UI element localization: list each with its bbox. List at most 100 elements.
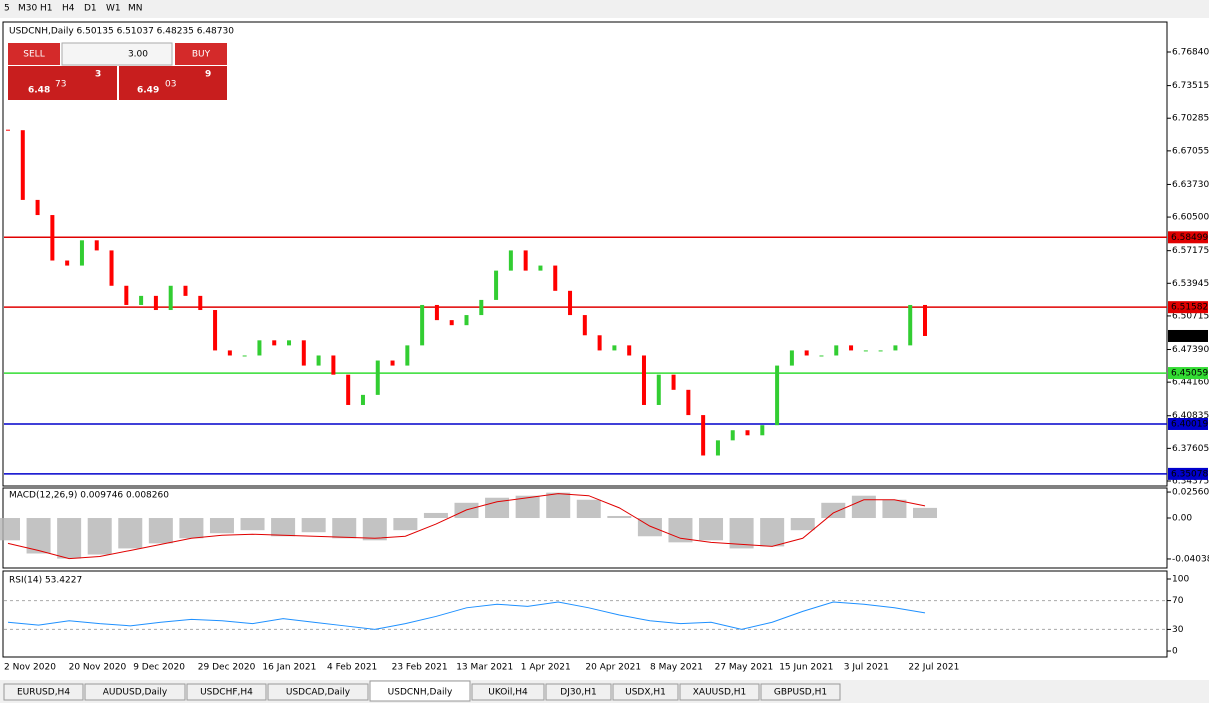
candle [94,240,99,251]
macd-bar [332,518,357,539]
tab[interactable] [369,680,471,702]
y-tick-label: 6.34375 [1172,476,1209,486]
candle [508,250,513,271]
macd-bar [118,518,143,549]
level-label: 6.35078 [1171,469,1208,479]
level-tag [1168,467,1208,480]
tab[interactable] [471,683,545,701]
timeframe-button[interactable]: M30 [18,4,37,14]
y-tick-label: 6.76840 [1172,48,1209,58]
tab-label[interactable]: XAUUSD,H1 [693,688,747,698]
candle [464,315,469,326]
macd-bar [546,492,571,519]
candle [479,299,484,316]
timeframe-button[interactable]: H1 [40,4,53,14]
y-tick-label: 6.44160 [1172,378,1209,388]
tab-label[interactable]: DJ30,H1 [560,688,596,698]
lot-value: 3.00 [128,50,148,60]
timeframe-button[interactable]: D1 [84,4,97,14]
tab-label[interactable]: AUDUSD,Daily [103,688,168,698]
candle [331,355,336,375]
macd-bar [882,499,907,519]
y-tick-label: 70 [1172,596,1184,606]
y-tick-label: 6.63730 [1172,180,1209,190]
macd-bar [790,518,815,531]
macd-bar [393,518,418,531]
macd-bar [699,518,724,541]
buy-price-big: 6.49 [137,86,159,96]
candle [360,394,365,405]
candle [257,340,262,356]
candle [553,265,558,291]
tab[interactable] [545,683,612,701]
macd-bar [515,495,540,519]
rsi-panel [2,570,1168,658]
macd-bar [271,518,296,537]
tab[interactable] [84,683,186,701]
candle [139,295,144,305]
timeframe-button[interactable]: W1 [106,4,121,14]
signal-line [7,493,926,560]
candle [35,199,40,216]
candle [494,270,499,300]
buy-price-box[interactable] [119,66,227,100]
buy-price-main: 03 [165,80,176,90]
macd-bar [760,518,785,547]
candle [923,304,927,336]
timeframe-button[interactable]: H4 [62,4,75,14]
level-tag [1168,367,1208,380]
macd-bar [821,502,846,519]
macd-bar [485,497,510,519]
macd-bar [0,518,20,541]
y-tick-label: 30 [1172,625,1184,635]
tab[interactable] [267,683,369,701]
candle [301,340,306,366]
y-tick-label: -0.040385 [1172,554,1209,564]
y-tick-label: 6.73515 [1172,81,1209,91]
tab[interactable] [3,683,84,701]
candle [730,430,735,441]
macd-bar [607,515,632,519]
level-label: 6.40019 [1171,419,1208,429]
sell-price-box[interactable] [8,66,117,100]
macd-bar [240,518,265,531]
tab-label[interactable]: GBPUSD,H1 [774,688,827,698]
candle [893,345,898,351]
macd-bar [26,518,51,554]
candle [287,340,292,346]
tab-label[interactable]: EURUSD,H4 [17,688,70,698]
tab-label[interactable]: USDCAD,Daily [286,688,351,698]
timeframe-button[interactable]: MN [128,4,143,14]
lot-input[interactable] [61,42,173,66]
tab-label[interactable]: USDX,H1 [625,688,666,698]
candle [671,374,676,390]
tab[interactable] [760,683,841,701]
candle [20,130,25,200]
candle [789,350,794,366]
macd-bar [913,507,937,519]
x-tick-label: 9 Dec 2020 [133,663,185,673]
candle [775,365,780,426]
y-tick-label: 6.53945 [1172,279,1209,289]
candle [745,430,750,436]
tab[interactable] [612,683,679,701]
buy-button[interactable] [175,43,227,65]
y-tick-label: 0.025609 [1172,488,1209,498]
sell-button[interactable] [8,43,60,65]
timeframe-button[interactable]: 5 [4,4,10,14]
panel-title: RSI(14) 53.4227 [9,576,82,586]
tab[interactable] [679,683,760,701]
candle [538,265,543,271]
tab-label[interactable]: USDCNH,Daily [388,688,453,698]
macd-bar [57,518,82,559]
candle [375,360,380,395]
macd-bar [301,518,326,533]
candle [65,260,70,266]
tab[interactable] [186,683,267,701]
candle [686,389,691,416]
buy-price-small: 9 [205,70,211,80]
tab-label[interactable]: UKOil,H4 [488,688,528,698]
candle [168,285,173,311]
tab-label[interactable]: USDCHF,H4 [200,688,253,698]
x-tick-label: 27 May 2021 [715,663,774,673]
